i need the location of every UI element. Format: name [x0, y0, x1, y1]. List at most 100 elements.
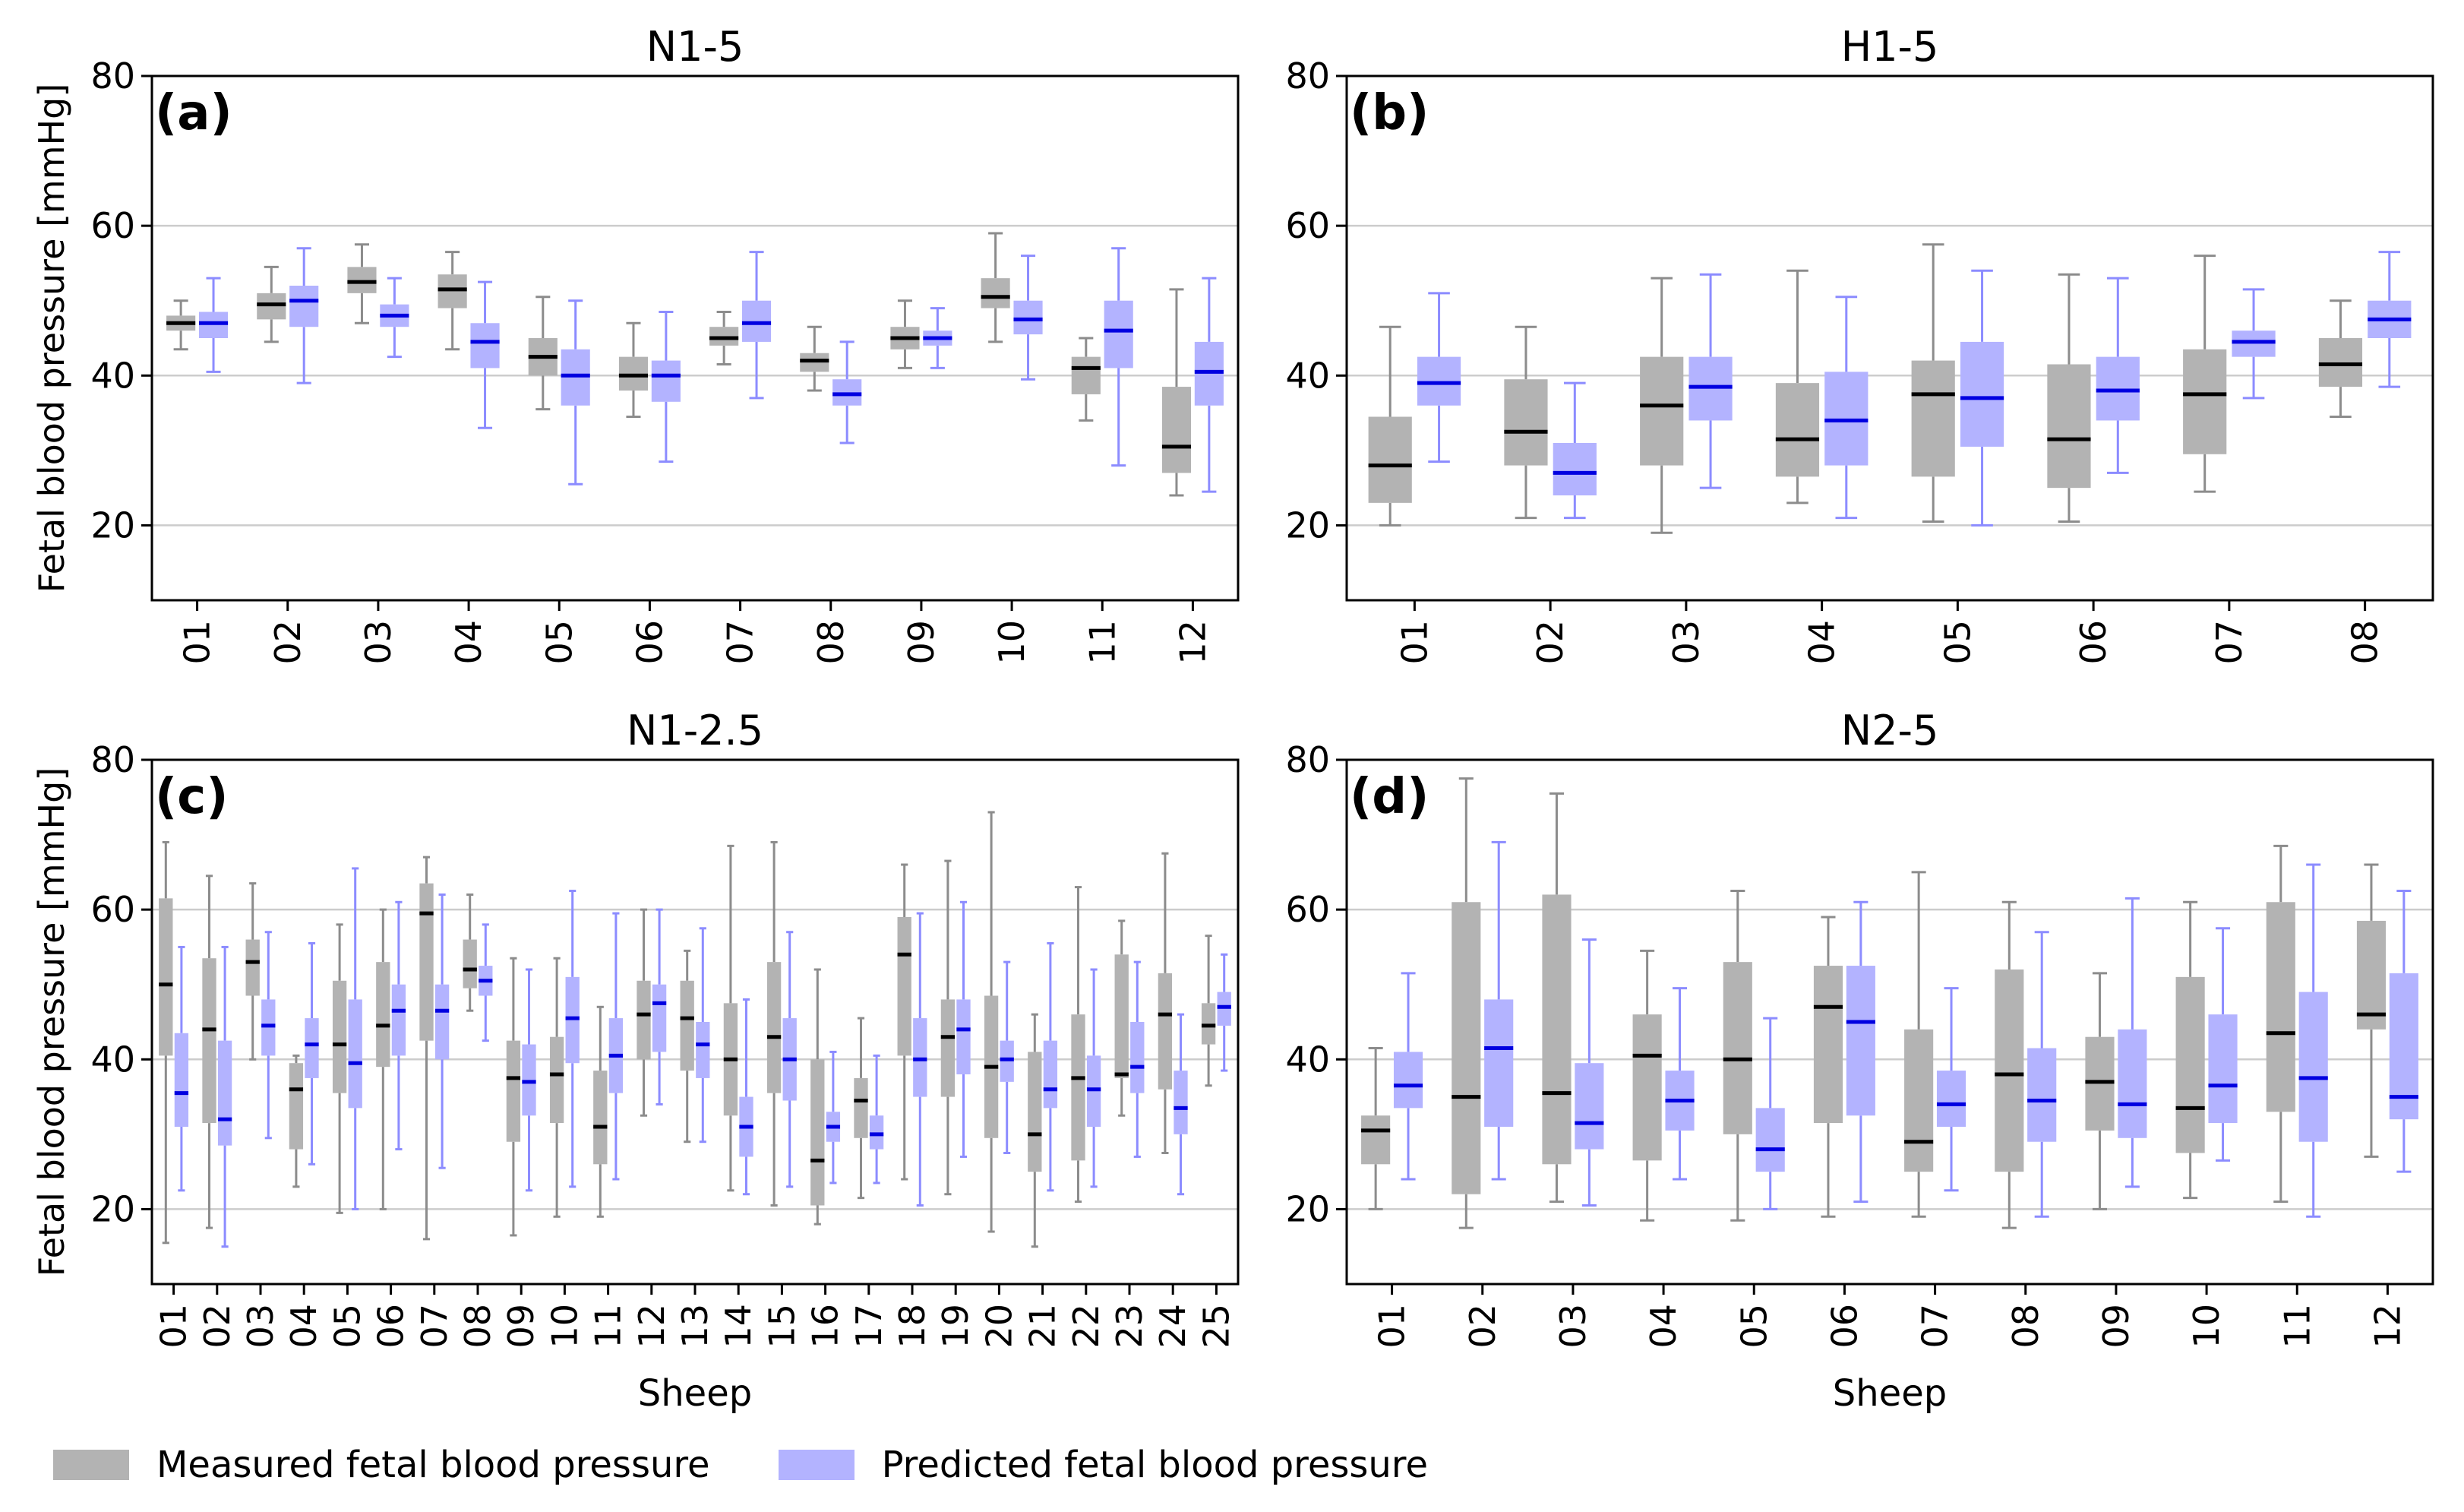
panel-c-measured-box — [332, 980, 347, 1093]
panel-c-predicted-box — [956, 999, 971, 1074]
panel-a-xtick-label: 03 — [358, 620, 399, 665]
panel-b-xtick-label: 03 — [1666, 620, 1707, 665]
panel-d-xtick-label: 12 — [2367, 1304, 2408, 1349]
panel-b-measured-box — [1775, 383, 1820, 477]
panel-d-ytick-label: 40 — [1285, 1039, 1330, 1080]
panel-b-xtick-label: 02 — [1530, 620, 1571, 665]
panel-c-xtick-label: 21 — [1022, 1304, 1063, 1349]
panel-a-ytick-label: 20 — [90, 505, 135, 546]
panel-b-measured-box — [1368, 416, 1412, 503]
panel-c-xtick-label: 06 — [371, 1304, 412, 1349]
panel-c-measured-box — [1114, 954, 1129, 1078]
panel-b-ytick-label: 20 — [1285, 505, 1330, 546]
panel-b-predicted-box — [1960, 341, 2004, 447]
panel-b-xtick-label: 05 — [1937, 620, 1978, 665]
panel-c-ytick-label: 20 — [90, 1188, 135, 1229]
panel-d-predicted-box — [1846, 966, 1875, 1116]
legend-item-measured: Measured fetal blood pressure — [53, 1444, 710, 1486]
panel-d-title: N2-5 — [1841, 707, 1939, 754]
panel-c-predicted-box — [217, 1040, 232, 1146]
panel-a-predicted-box — [289, 286, 319, 327]
panel-c-measured-box — [202, 958, 216, 1124]
panel-d-xtick-label: 08 — [2005, 1304, 2046, 1349]
panel-b-measured-box — [2183, 349, 2227, 454]
panel-c-predicted-box — [391, 984, 406, 1056]
panel-b-ytick-label: 80 — [1285, 55, 1330, 96]
panel-b-xtick-label: 04 — [1802, 620, 1843, 665]
panel-a-predicted-box — [470, 323, 500, 369]
panel-c-xtick-label: 08 — [457, 1304, 498, 1349]
panel-c-predicted-box — [434, 984, 450, 1060]
panel-d-ytick-label: 60 — [1285, 889, 1330, 930]
panel-c-measured-box — [854, 1077, 868, 1138]
panel-c-measured-box — [289, 1063, 304, 1150]
panel-a-xtick-label: 07 — [720, 620, 761, 665]
panel-d-xtick-label: 06 — [1824, 1304, 1865, 1349]
panel-c-predicted-box — [348, 999, 362, 1109]
panel-b-measured-box — [2047, 364, 2091, 489]
panel-a-xtick-label: 01 — [177, 620, 218, 665]
panel-b-letter: (b) — [1350, 85, 1429, 141]
panel-d-predicted-box — [1393, 1052, 1423, 1109]
legend-swatch-predicted — [778, 1450, 855, 1480]
panel-a-xtick-label: 08 — [810, 620, 851, 665]
panel-d-ytick-label: 80 — [1285, 739, 1330, 780]
panel-b-measured-box — [1911, 360, 1955, 477]
panel-b-measured-box — [1504, 379, 1548, 466]
legend-label-measured: Measured fetal blood pressure — [156, 1444, 710, 1486]
panel-d-xtick-label: 09 — [2096, 1304, 2137, 1349]
panel-c-measured-box — [940, 999, 956, 1097]
panel-d-measured-box — [1361, 1115, 1391, 1165]
panel-d-measured-box — [2356, 920, 2387, 1030]
panel-d-frame — [1345, 758, 2434, 1286]
panel-c-measured-box — [463, 939, 477, 988]
panel-c-xtick-label: 18 — [892, 1304, 933, 1349]
panel-b-measured-box — [1640, 356, 1684, 466]
panel-c-predicted-box — [652, 984, 667, 1052]
panel-c-predicted-box — [1174, 1071, 1188, 1134]
panel-b-ytick-label: 60 — [1285, 205, 1330, 246]
panel-c-xtick-label: 09 — [501, 1304, 542, 1349]
panel-c-ytick-label: 80 — [90, 739, 135, 780]
panel-b-ytick-label: 40 — [1285, 355, 1330, 396]
panel-a-xtick-label: 10 — [991, 620, 1032, 665]
panel-c-ytick-label: 40 — [90, 1039, 135, 1080]
panel-c-xtick-label: 16 — [805, 1304, 846, 1349]
panel-c-xtick-label: 03 — [240, 1304, 281, 1349]
panel-d-xtick-label: 10 — [2186, 1304, 2227, 1349]
panel-b-xtick-label: 07 — [2209, 620, 2250, 665]
panel-c-letter: (c) — [155, 769, 228, 825]
panel-c-predicted-box — [1043, 1040, 1058, 1109]
panel-c-predicted-box — [1130, 1022, 1145, 1093]
panel-b-frame — [1345, 74, 2434, 602]
panel-d-measured-box — [1904, 1029, 1934, 1172]
panel-d-predicted-box — [1755, 1108, 1785, 1172]
panel-c-measured-box — [159, 898, 173, 1056]
panel-c-measured-box — [637, 980, 651, 1060]
panel-b-title: H1-5 — [1841, 23, 1939, 71]
panel-c-measured-box — [1158, 973, 1173, 1090]
panel-c-xtick-label: 01 — [153, 1304, 194, 1349]
panel-d-xtick-label: 05 — [1733, 1304, 1774, 1349]
panel-c-predicted-box — [174, 1033, 189, 1127]
panel-c-xtick-label: 23 — [1109, 1304, 1150, 1349]
panel-c-xtick-label: 13 — [674, 1304, 716, 1349]
panel-a-measured-box — [1161, 387, 1192, 473]
panel-c-xtick-label: 12 — [631, 1304, 672, 1349]
panel-c-measured-box — [506, 1040, 521, 1142]
panel-d-predicted-box — [2027, 1048, 2057, 1142]
panel-a-xtick-label: 02 — [267, 620, 308, 665]
panel-d-xtick-label: 01 — [1372, 1304, 1413, 1349]
panel-c-predicted-box — [696, 1022, 710, 1078]
panel-a-predicted-box — [651, 360, 681, 402]
panel-d-xtick-label: 07 — [1915, 1304, 1956, 1349]
panel-c-xtick-label: 22 — [1066, 1304, 1107, 1349]
panel-a-xtick-label: 12 — [1172, 620, 1213, 665]
panel-c-xtick-label: 24 — [1152, 1304, 1193, 1349]
legend: Measured fetal blood pressure Predicted … — [53, 1444, 1496, 1486]
panel-d-measured-box — [1995, 970, 2024, 1172]
panel-d-measured-box — [1813, 966, 1843, 1124]
panel-a-letter: (a) — [155, 85, 232, 141]
panel-d-measured-box — [2175, 976, 2205, 1153]
